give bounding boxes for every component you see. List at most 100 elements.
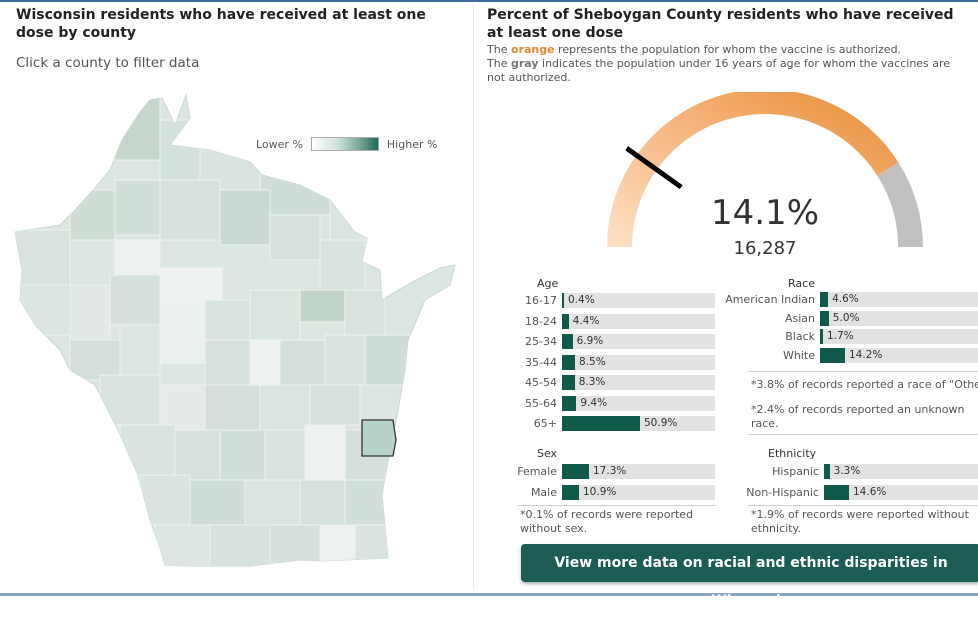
- bar-value-label: 6.9%: [576, 335, 604, 347]
- county-grid[interactable]: [15, 95, 411, 570]
- county-sheboygan-selected[interactable]: [361, 419, 397, 457]
- breakdown-row: 35-44 8.5%: [500, 354, 715, 370]
- row-label: 25-34: [525, 335, 557, 348]
- sex-divider: [518, 505, 716, 506]
- county[interactable]: [15, 99, 76, 161]
- row-label: 16-17: [525, 294, 557, 307]
- county[interactable]: [309, 384, 361, 426]
- gauge-unauthorized-arc: [877, 162, 923, 247]
- county[interactable]: [304, 424, 346, 481]
- breakdown-row: White 14.2%: [720, 347, 978, 363]
- county[interactable]: [299, 479, 346, 526]
- county[interactable]: [354, 524, 401, 570]
- county[interactable]: [319, 239, 366, 291]
- bar-fill: [562, 354, 576, 370]
- breakdown-row: 55-64 9.4%: [500, 395, 715, 411]
- county[interactable]: [264, 429, 306, 481]
- bottom-border: [0, 593, 978, 596]
- row-label: Hispanic: [772, 465, 819, 478]
- bar-fill: [562, 293, 564, 308]
- bar-fill: [820, 329, 823, 344]
- panel-divider: [473, 4, 474, 590]
- breakdown-row: 16-17 0.4%: [500, 293, 715, 308]
- county[interactable]: [114, 179, 161, 236]
- bar-track: 9.4%: [562, 395, 715, 411]
- county[interactable]: [15, 284, 71, 336]
- race-divider-bottom: [748, 434, 978, 435]
- row-label: 18-24: [525, 314, 557, 328]
- county[interactable]: [159, 302, 206, 364]
- county[interactable]: [364, 334, 411, 386]
- county[interactable]: [204, 384, 261, 431]
- bar-value-label: 10.9%: [583, 485, 617, 498]
- breakdown-row: Black 1.7%: [720, 329, 978, 344]
- county[interactable]: [139, 474, 191, 526]
- county[interactable]: [154, 524, 211, 570]
- county[interactable]: [209, 524, 271, 570]
- county[interactable]: [114, 95, 161, 161]
- sex-header: Sex: [537, 447, 558, 460]
- county[interactable]: [99, 374, 161, 426]
- county[interactable]: [219, 429, 266, 481]
- row-label: 55-64: [525, 396, 557, 410]
- county[interactable]: [324, 334, 366, 386]
- county[interactable]: [329, 194, 371, 241]
- bar-track: 0.4%: [562, 293, 715, 308]
- bar-fill: [562, 464, 589, 479]
- row-label: Female: [517, 465, 557, 478]
- row-label: 45-54: [525, 376, 557, 389]
- bar-fill: [820, 310, 829, 326]
- legend-low-label: Lower %: [256, 137, 303, 151]
- breakdown-row: 45-54 8.3%: [500, 375, 715, 390]
- county[interactable]: [244, 479, 301, 526]
- county[interactable]: [114, 239, 161, 276]
- county[interactable]: [279, 339, 326, 386]
- wisconsin-county-map[interactable]: [12, 92, 462, 570]
- county[interactable]: [69, 339, 121, 381]
- breakdown-row: Male 10.9%: [500, 484, 715, 500]
- disparities-data-button[interactable]: View more data on racial and ethnic disp…: [521, 544, 978, 609]
- row-label: Asian: [784, 311, 815, 325]
- breakdown-row: 25-34 6.9%: [500, 334, 715, 349]
- county[interactable]: [204, 299, 251, 341]
- county[interactable]: [159, 179, 221, 241]
- map-title: Wisconsin residents who have received at…: [16, 7, 426, 41]
- bar-track: 50.9%: [562, 416, 715, 431]
- county[interactable]: [189, 479, 246, 526]
- legend-high-label: Higher %: [386, 137, 438, 151]
- county[interactable]: [319, 524, 356, 570]
- county[interactable]: [109, 274, 161, 326]
- row-label: White: [783, 348, 815, 362]
- county[interactable]: [204, 339, 251, 386]
- county[interactable]: [15, 229, 71, 286]
- county[interactable]: [269, 524, 321, 570]
- county[interactable]: [74, 99, 116, 161]
- county[interactable]: [69, 189, 116, 241]
- breakdown-row: American Indian 4.6%: [720, 292, 978, 307]
- row-label: Male: [530, 485, 557, 499]
- bar-fill: [562, 416, 640, 431]
- gauge-count: 16,287: [733, 238, 797, 259]
- county[interactable]: [344, 289, 386, 336]
- county[interactable]: [119, 324, 161, 376]
- ethnicity-note: *1.9% of records were reported without e…: [751, 508, 969, 535]
- bar-track: 8.5%: [562, 354, 715, 370]
- county[interactable]: [269, 214, 321, 261]
- county[interactable]: [159, 119, 201, 181]
- county[interactable]: [69, 284, 111, 341]
- county[interactable]: [159, 267, 223, 304]
- county[interactable]: [119, 424, 176, 476]
- breakdown-row: Non-Hispanic 14.6%: [720, 484, 978, 500]
- bar-track: 5.0%: [820, 310, 978, 326]
- county[interactable]: [259, 384, 311, 431]
- bar-value-label: 17.3%: [593, 465, 627, 477]
- county[interactable]: [299, 289, 346, 323]
- county[interactable]: [344, 479, 396, 526]
- county[interactable]: [249, 339, 281, 386]
- orange-keyword: orange: [510, 43, 555, 56]
- bar-value-label: 8.5%: [579, 355, 606, 368]
- county[interactable]: [249, 289, 301, 341]
- bar-fill: [820, 347, 845, 363]
- top-border: [0, 0, 978, 2]
- county[interactable]: [219, 189, 271, 246]
